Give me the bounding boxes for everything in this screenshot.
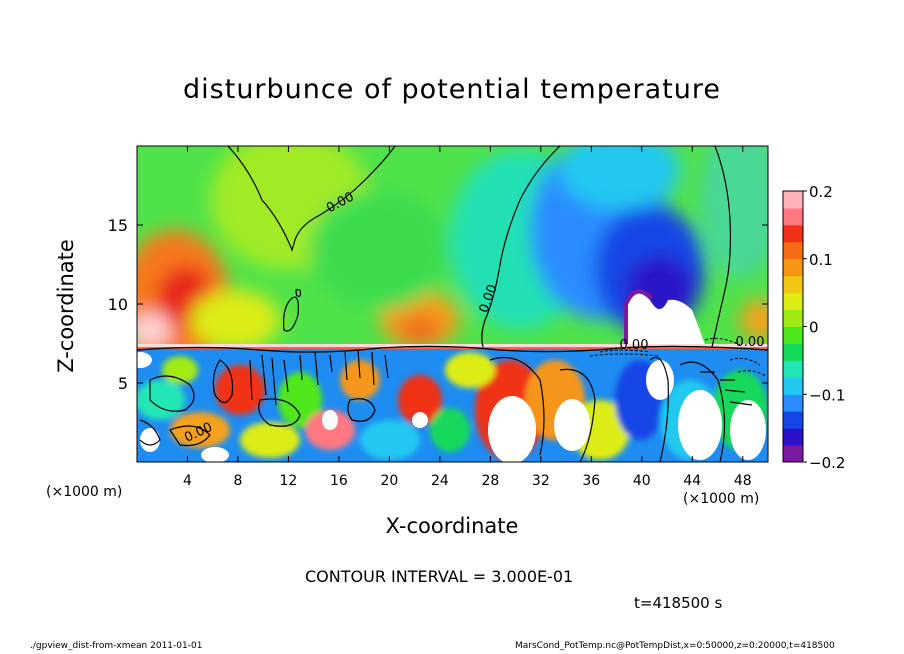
colorbar-tick-label: 0 (809, 319, 819, 337)
contour-label: 0.00 (736, 335, 765, 350)
y-ticks: 5 10 15 (108, 216, 768, 393)
x-tick-label: 36 (582, 473, 600, 489)
y-tick-label: 5 (118, 374, 128, 393)
x-tick-label: 48 (734, 473, 752, 489)
contour-label: 0.00 (620, 338, 649, 353)
colorbar-tick-label: −0.2 (809, 454, 845, 472)
colorbar-tick-label: 0.2 (809, 183, 833, 201)
x-tick-label: 32 (532, 473, 550, 489)
contour-lines (137, 146, 768, 462)
x-unit-left: (×1000 m) (46, 484, 123, 500)
colorbar-segment (783, 309, 803, 327)
x-tick-label: 24 (431, 473, 449, 489)
colorbar-segment (783, 207, 803, 226)
colorbar-segment (783, 241, 803, 260)
colorbar-segment (783, 445, 803, 463)
x-ticks: 4 8 12 16 20 24 28 32 36 40 44 48 (183, 146, 752, 489)
y-tick-label: 10 (108, 295, 128, 314)
colorbar-tick-label: 0.1 (809, 251, 833, 269)
footer-left: ./gpview_dist-from-xmean 2011-01-01 (30, 641, 203, 651)
x-tick-label: 40 (633, 473, 651, 489)
colorbar-tick-label: −0.1 (809, 386, 845, 404)
chart-title: disturbunce of potential temperature (183, 74, 721, 105)
colorbar-segment (783, 292, 803, 311)
x-axis-label: X-coordinate (385, 514, 519, 538)
colorbar-segment (783, 258, 803, 277)
colorbar-segment (783, 394, 803, 412)
footer-right: MarsCond_PotTemp.nc@PotTempDist,x=0:5000… (515, 641, 835, 651)
colorbar-ticks: 0.2 0.1 0 −0.1 −0.2 (803, 183, 845, 472)
contour-interval: CONTOUR INTERVAL = 3.000E-01 (305, 567, 574, 586)
x-tick-label: 44 (683, 473, 701, 489)
x-unit-right: (×1000 m) (683, 491, 760, 507)
colorbar-segment (783, 275, 803, 294)
colorbar-segment (783, 428, 803, 446)
x-tick-label: 8 (233, 473, 242, 489)
y-tick-label: 15 (108, 216, 128, 235)
x-tick-label: 12 (280, 473, 298, 489)
colorbar-segment (783, 191, 803, 209)
x-tick-label: 28 (481, 473, 499, 489)
colorbar-segment (783, 224, 803, 243)
colorbar-segment (783, 377, 803, 395)
y-axis-label: Z-coordinate (54, 239, 78, 373)
heatmap-field (137, 146, 768, 462)
colorbar-segment (783, 326, 803, 344)
colorbar-segment (783, 411, 803, 429)
colorbar-segment (783, 360, 803, 378)
colorbar-segment (783, 343, 803, 361)
x-tick-label: 4 (183, 473, 192, 489)
time-label: t=418500 s (634, 594, 723, 612)
x-tick-label: 20 (380, 473, 398, 489)
colorbar (783, 191, 803, 463)
x-tick-label: 16 (330, 473, 348, 489)
